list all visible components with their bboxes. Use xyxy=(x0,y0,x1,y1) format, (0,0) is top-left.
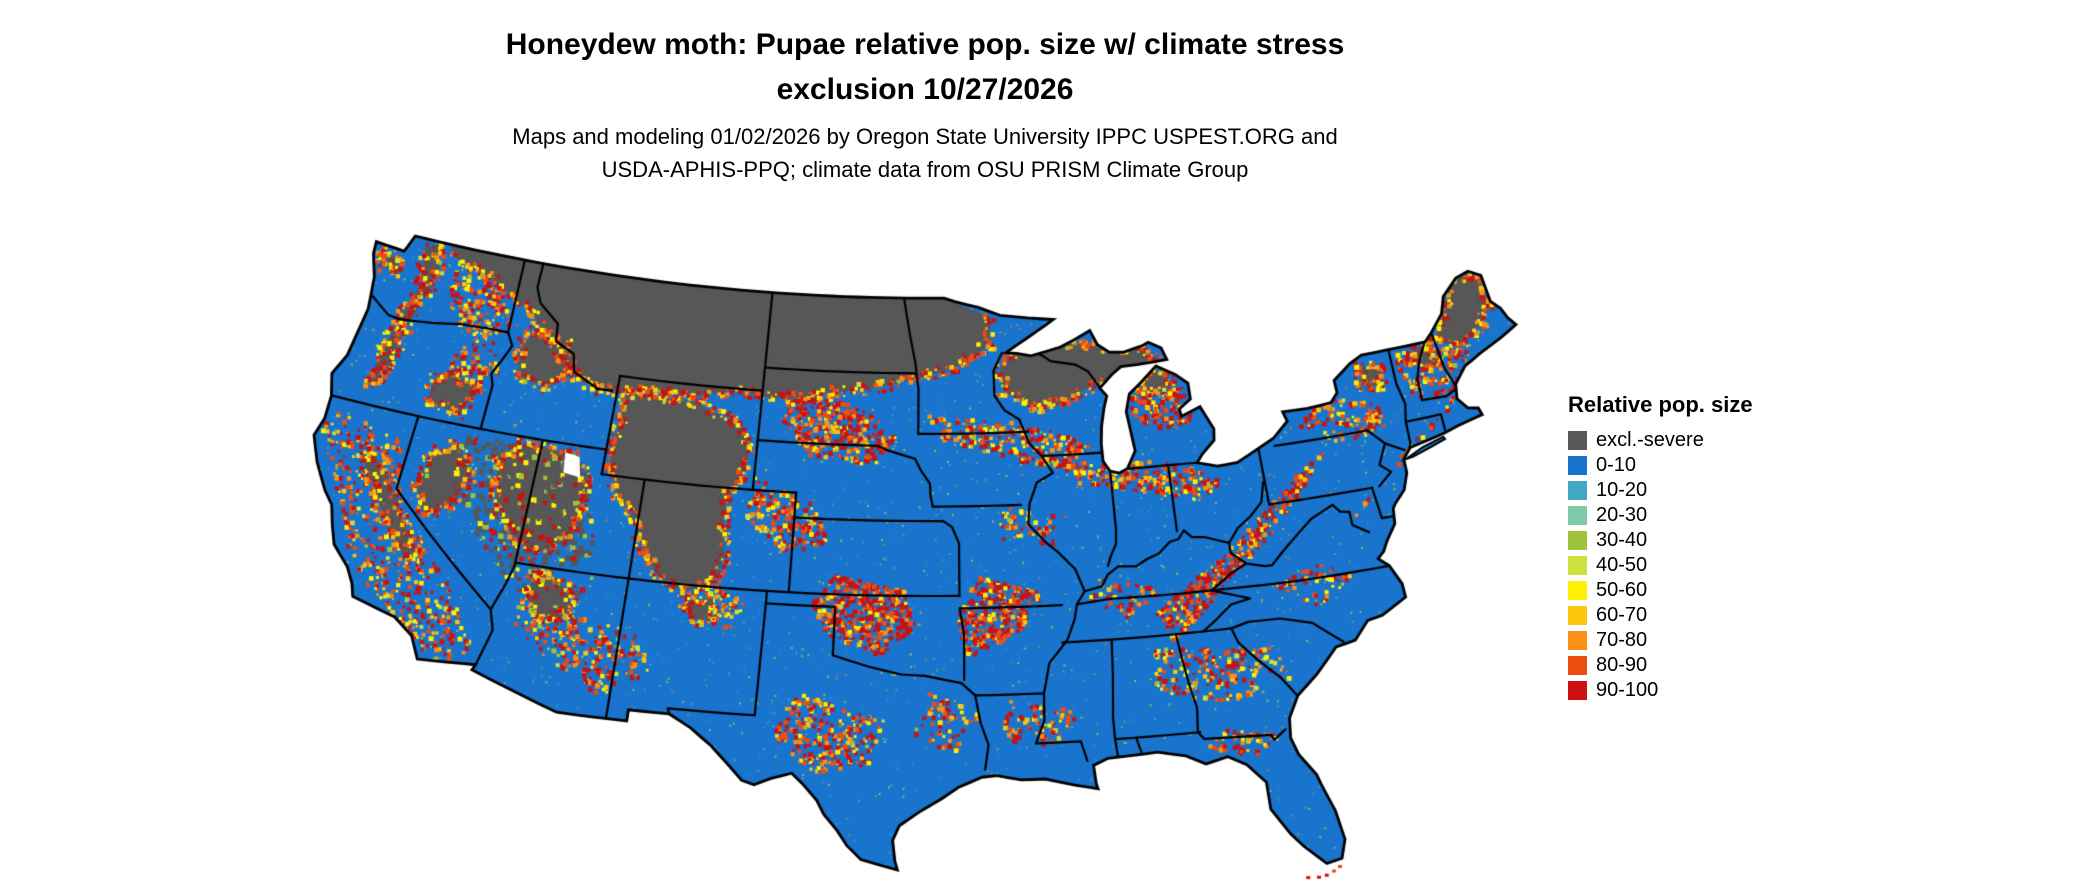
legend-items: excl.-severe 0-10 10-20 20-30 30-40 40-50 50-6… xyxy=(1568,429,1848,701)
legend-swatch xyxy=(1568,506,1587,525)
legend-item: 70-80 xyxy=(1568,629,1848,651)
legend-item: 20-30 xyxy=(1568,504,1848,526)
legend-swatch xyxy=(1568,581,1587,600)
legend-title: Relative pop. size xyxy=(1568,392,1753,417)
title-line-2: exclusion 10/27/2026 xyxy=(776,73,1074,106)
legend-swatch xyxy=(1568,681,1587,700)
legend-item: 0-10 xyxy=(1568,454,1848,476)
legend-item-label: 90-100 xyxy=(1596,679,1659,701)
legend-item: 40-50 xyxy=(1568,554,1848,576)
figure-subtitle: Maps and modeling 01/02/2026 by Oregon S… xyxy=(0,120,1850,186)
legend-item: 30-40 xyxy=(1568,529,1848,551)
legend-swatch xyxy=(1568,531,1587,550)
us-map-canvas xyxy=(300,222,1530,884)
legend-swatch xyxy=(1568,656,1587,675)
figure-title: Honeydew moth: Pupae relative pop. size … xyxy=(0,22,1850,112)
title-line-1: Honeydew moth: Pupae relative pop. size … xyxy=(505,28,1345,61)
legend-swatch xyxy=(1568,456,1587,475)
legend-item-label: 70-80 xyxy=(1596,629,1648,651)
legend-item: 90-100 xyxy=(1568,679,1848,701)
legend-item-label: 10-20 xyxy=(1596,479,1648,501)
legend-item-label: excl.-severe xyxy=(1596,429,1704,451)
legend-item: 50-60 xyxy=(1568,579,1848,601)
legend-swatch xyxy=(1568,481,1587,500)
legend-item: excl.-severe xyxy=(1568,429,1848,451)
legend-item-label: 30-40 xyxy=(1596,529,1648,551)
legend-item-label: 60-70 xyxy=(1596,604,1648,626)
subtitle-line-1: Maps and modeling 01/02/2026 by Oregon S… xyxy=(512,124,1338,149)
legend-item: 60-70 xyxy=(1568,604,1848,626)
legend-swatch xyxy=(1568,631,1587,650)
legend-swatch xyxy=(1568,556,1587,575)
legend-item: 10-20 xyxy=(1568,479,1848,501)
legend: Relative pop. size excl.-severe 0-10 10-20… xyxy=(1568,392,1848,706)
legend-item-label: 80-90 xyxy=(1596,654,1648,676)
legend-item-label: 50-60 xyxy=(1596,579,1648,601)
legend-swatch xyxy=(1568,431,1587,450)
legend-item: 80-90 xyxy=(1568,654,1848,676)
legend-swatch xyxy=(1568,606,1587,625)
subtitle-line-2: USDA-APHIS-PPQ; climate data from OSU PR… xyxy=(601,157,1249,182)
legend-item-label: 0-10 xyxy=(1596,454,1637,476)
legend-item-label: 40-50 xyxy=(1596,554,1648,576)
legend-item-label: 20-30 xyxy=(1596,504,1648,526)
